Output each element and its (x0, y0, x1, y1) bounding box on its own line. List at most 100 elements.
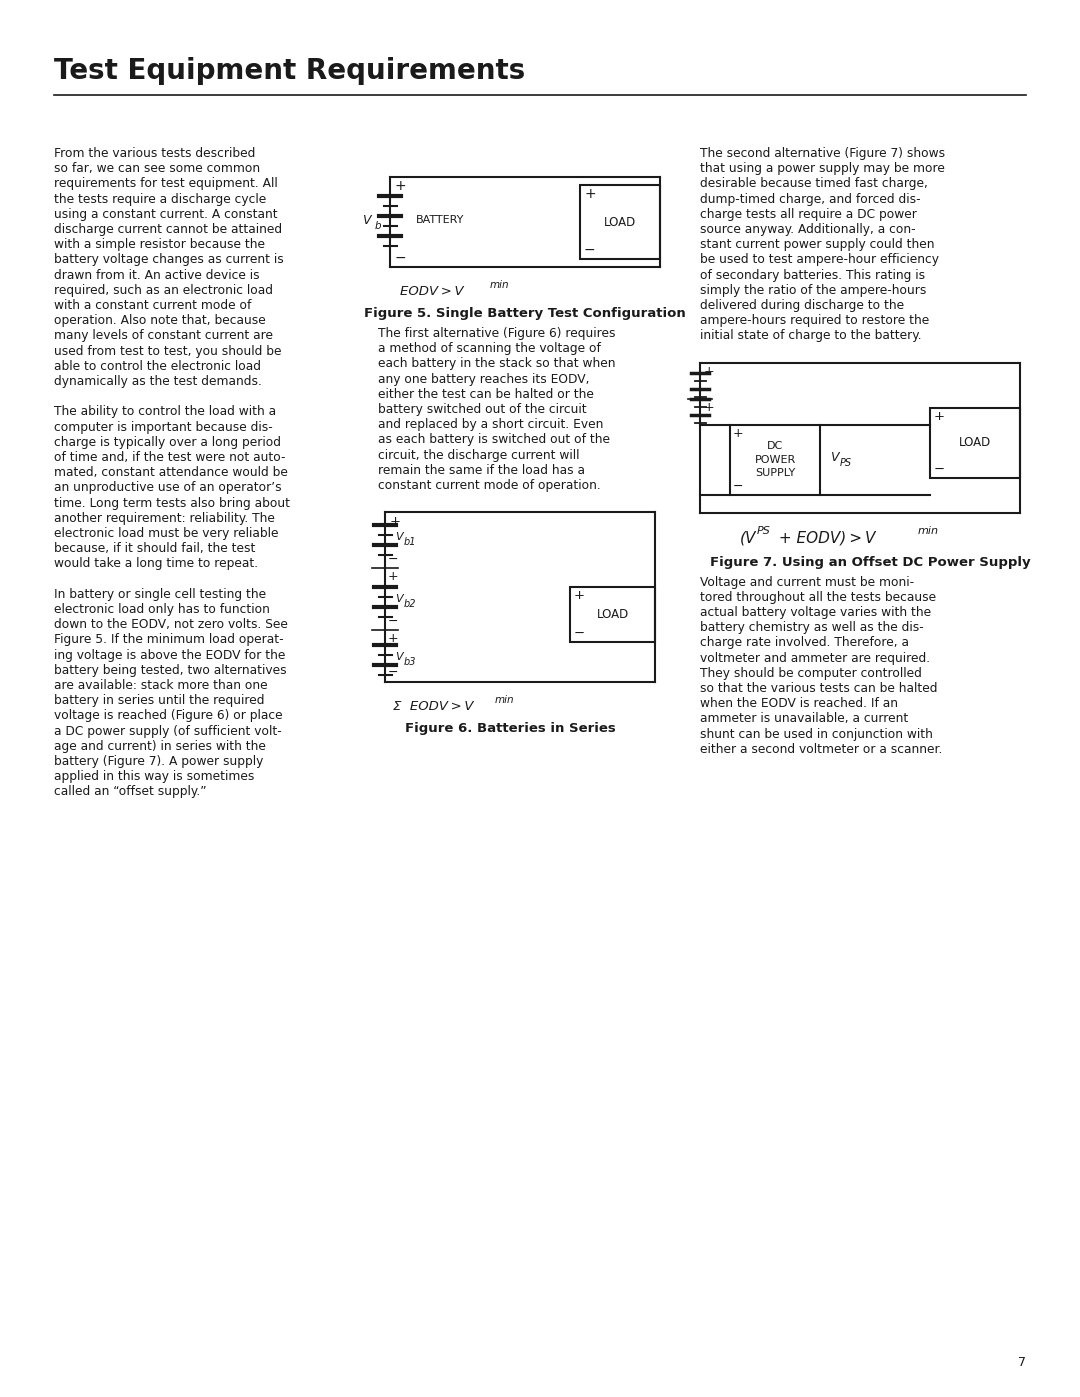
Text: V: V (395, 652, 403, 662)
Text: called an “offset supply.”: called an “offset supply.” (54, 785, 206, 799)
Text: actual battery voltage varies with the: actual battery voltage varies with the (700, 606, 931, 619)
Text: min: min (490, 279, 510, 291)
Text: V: V (395, 532, 403, 542)
Text: ing voltage is above the EODV for the: ing voltage is above the EODV for the (54, 648, 285, 662)
Text: min: min (495, 696, 515, 705)
Text: ampere-hours required to restore the: ampere-hours required to restore the (700, 314, 929, 327)
Text: any one battery reaches its EODV,: any one battery reaches its EODV, (378, 373, 590, 386)
Text: remain the same if the load has a: remain the same if the load has a (378, 464, 585, 476)
Text: PS: PS (757, 525, 771, 535)
Text: +: + (388, 570, 399, 583)
Text: DC
POWER
SUPPLY: DC POWER SUPPLY (754, 441, 796, 478)
Text: either a second voltmeter or a scanner.: either a second voltmeter or a scanner. (700, 743, 943, 756)
Text: computer is important because dis-: computer is important because dis- (54, 420, 273, 433)
Text: EODV > V: EODV > V (400, 285, 463, 298)
Text: min: min (918, 525, 939, 535)
Text: time. Long term tests also bring about: time. Long term tests also bring about (54, 496, 291, 510)
Text: +: + (573, 590, 585, 602)
Text: of secondary batteries. This rating is: of secondary batteries. This rating is (700, 268, 926, 282)
Text: −: − (934, 462, 945, 475)
Text: a method of scanning the voltage of: a method of scanning the voltage of (378, 342, 600, 355)
Text: each battery in the stack so that when: each battery in the stack so that when (378, 358, 616, 370)
Text: down to the EODV, not zero volts. See: down to the EODV, not zero volts. See (54, 619, 288, 631)
Text: LOAD: LOAD (959, 436, 991, 448)
Text: because, if it should fail, the test: because, if it should fail, the test (54, 542, 255, 555)
Text: +: + (704, 401, 715, 414)
Text: so far, we can see some common: so far, we can see some common (54, 162, 260, 175)
Text: +: + (584, 187, 596, 201)
Text: stant current power supply could then: stant current power supply could then (700, 239, 934, 251)
Text: battery switched out of the circuit: battery switched out of the circuit (378, 402, 586, 416)
Text: LOAD: LOAD (604, 215, 636, 229)
Text: BATTERY: BATTERY (416, 215, 464, 225)
Text: used from test to test, you should be: used from test to test, you should be (54, 345, 282, 358)
Text: +: + (733, 426, 744, 440)
Text: are available: stack more than one: are available: stack more than one (54, 679, 268, 692)
Text: Figure 5. Single Battery Test Configuration: Figure 5. Single Battery Test Configurat… (364, 307, 686, 320)
Text: drawn from it. An active device is: drawn from it. An active device is (54, 268, 259, 282)
Text: shunt can be used in conjunction with: shunt can be used in conjunction with (700, 728, 933, 740)
Text: Test Equipment Requirements: Test Equipment Requirements (54, 57, 525, 85)
Text: −: − (584, 243, 596, 257)
Text: LOAD: LOAD (596, 608, 629, 622)
Text: From the various tests described: From the various tests described (54, 147, 255, 161)
Text: They should be computer controlled: They should be computer controlled (700, 666, 922, 680)
Text: an unproductive use of an operator’s: an unproductive use of an operator’s (54, 482, 282, 495)
Text: The second alternative (Figure 7) shows: The second alternative (Figure 7) shows (700, 147, 945, 161)
Text: dynamically as the test demands.: dynamically as the test demands. (54, 374, 261, 388)
Text: battery (Figure 7). A power supply: battery (Figure 7). A power supply (54, 754, 264, 768)
Text: −: − (573, 627, 585, 640)
Text: Σ  EODV > V: Σ EODV > V (393, 700, 473, 714)
Text: a DC power supply (of sufficient volt-: a DC power supply (of sufficient volt- (54, 725, 282, 738)
Text: b1: b1 (404, 538, 417, 548)
Text: battery chemistry as well as the dis-: battery chemistry as well as the dis- (700, 622, 923, 634)
Text: age and current) in series with the: age and current) in series with the (54, 740, 266, 753)
Text: simply the ratio of the ampere-hours: simply the ratio of the ampere-hours (700, 284, 927, 296)
Text: battery in series until the required: battery in series until the required (54, 694, 265, 707)
Text: electronic load only has to function: electronic load only has to function (54, 604, 270, 616)
Text: (V: (V (740, 531, 756, 546)
Text: battery voltage changes as current is: battery voltage changes as current is (54, 253, 284, 267)
Bar (730, 425, 820, 495)
Text: desirable because timed fast charge,: desirable because timed fast charge, (700, 177, 928, 190)
Text: b: b (375, 221, 381, 231)
Text: In battery or single cell testing the: In battery or single cell testing the (54, 588, 266, 601)
Text: with a constant current mode of: with a constant current mode of (54, 299, 252, 312)
Text: V: V (362, 214, 370, 226)
Text: delivered during discharge to the: delivered during discharge to the (700, 299, 904, 312)
Text: charge is typically over a long period: charge is typically over a long period (54, 436, 281, 448)
Text: −: − (388, 553, 399, 566)
Text: mated, constant attendance would be: mated, constant attendance would be (54, 467, 288, 479)
Text: many levels of constant current are: many levels of constant current are (54, 330, 273, 342)
Text: b2: b2 (404, 599, 417, 609)
Text: using a constant current. A constant: using a constant current. A constant (54, 208, 278, 221)
Text: that using a power supply may be more: that using a power supply may be more (700, 162, 945, 175)
Text: V: V (395, 594, 403, 604)
Bar (580, 184, 660, 258)
Text: 7: 7 (1018, 1356, 1026, 1369)
Text: either the test can be halted or the: either the test can be halted or the (378, 388, 594, 401)
Text: source anyway. Additionally, a con-: source anyway. Additionally, a con- (700, 224, 916, 236)
Text: Figure 7. Using an Offset DC Power Supply: Figure 7. Using an Offset DC Power Suppl… (710, 556, 1030, 569)
Bar (570, 587, 654, 643)
Text: so that the various tests can be halted: so that the various tests can be halted (700, 682, 937, 694)
Text: Figure 5. If the minimum load operat-: Figure 5. If the minimum load operat- (54, 633, 284, 647)
Text: dump-timed charge, and forced dis-: dump-timed charge, and forced dis- (700, 193, 920, 205)
Text: charge rate involved. Therefore, a: charge rate involved. Therefore, a (700, 637, 909, 650)
Text: be used to test ampere-hour efficiency: be used to test ampere-hour efficiency (700, 253, 939, 267)
Text: and replaced by a short circuit. Even: and replaced by a short circuit. Even (378, 418, 604, 432)
Text: circuit, the discharge current will: circuit, the discharge current will (378, 448, 580, 461)
Text: battery being tested, two alternatives: battery being tested, two alternatives (54, 664, 286, 676)
Text: V: V (831, 451, 838, 464)
Text: +: + (395, 179, 407, 193)
Text: +: + (388, 633, 399, 645)
Text: tored throughout all the tests because: tored throughout all the tests because (700, 591, 936, 604)
Text: −: − (388, 615, 399, 629)
Text: of time and, if the test were not auto-: of time and, if the test were not auto- (54, 451, 285, 464)
Text: voltmeter and ammeter are required.: voltmeter and ammeter are required. (700, 651, 930, 665)
Text: electronic load must be very reliable: electronic load must be very reliable (54, 527, 279, 541)
Text: +: + (390, 515, 401, 528)
Text: b3: b3 (404, 657, 417, 668)
Text: + EODV) > V: + EODV) > V (774, 531, 876, 546)
Text: with a simple resistor because the: with a simple resistor because the (54, 239, 265, 251)
